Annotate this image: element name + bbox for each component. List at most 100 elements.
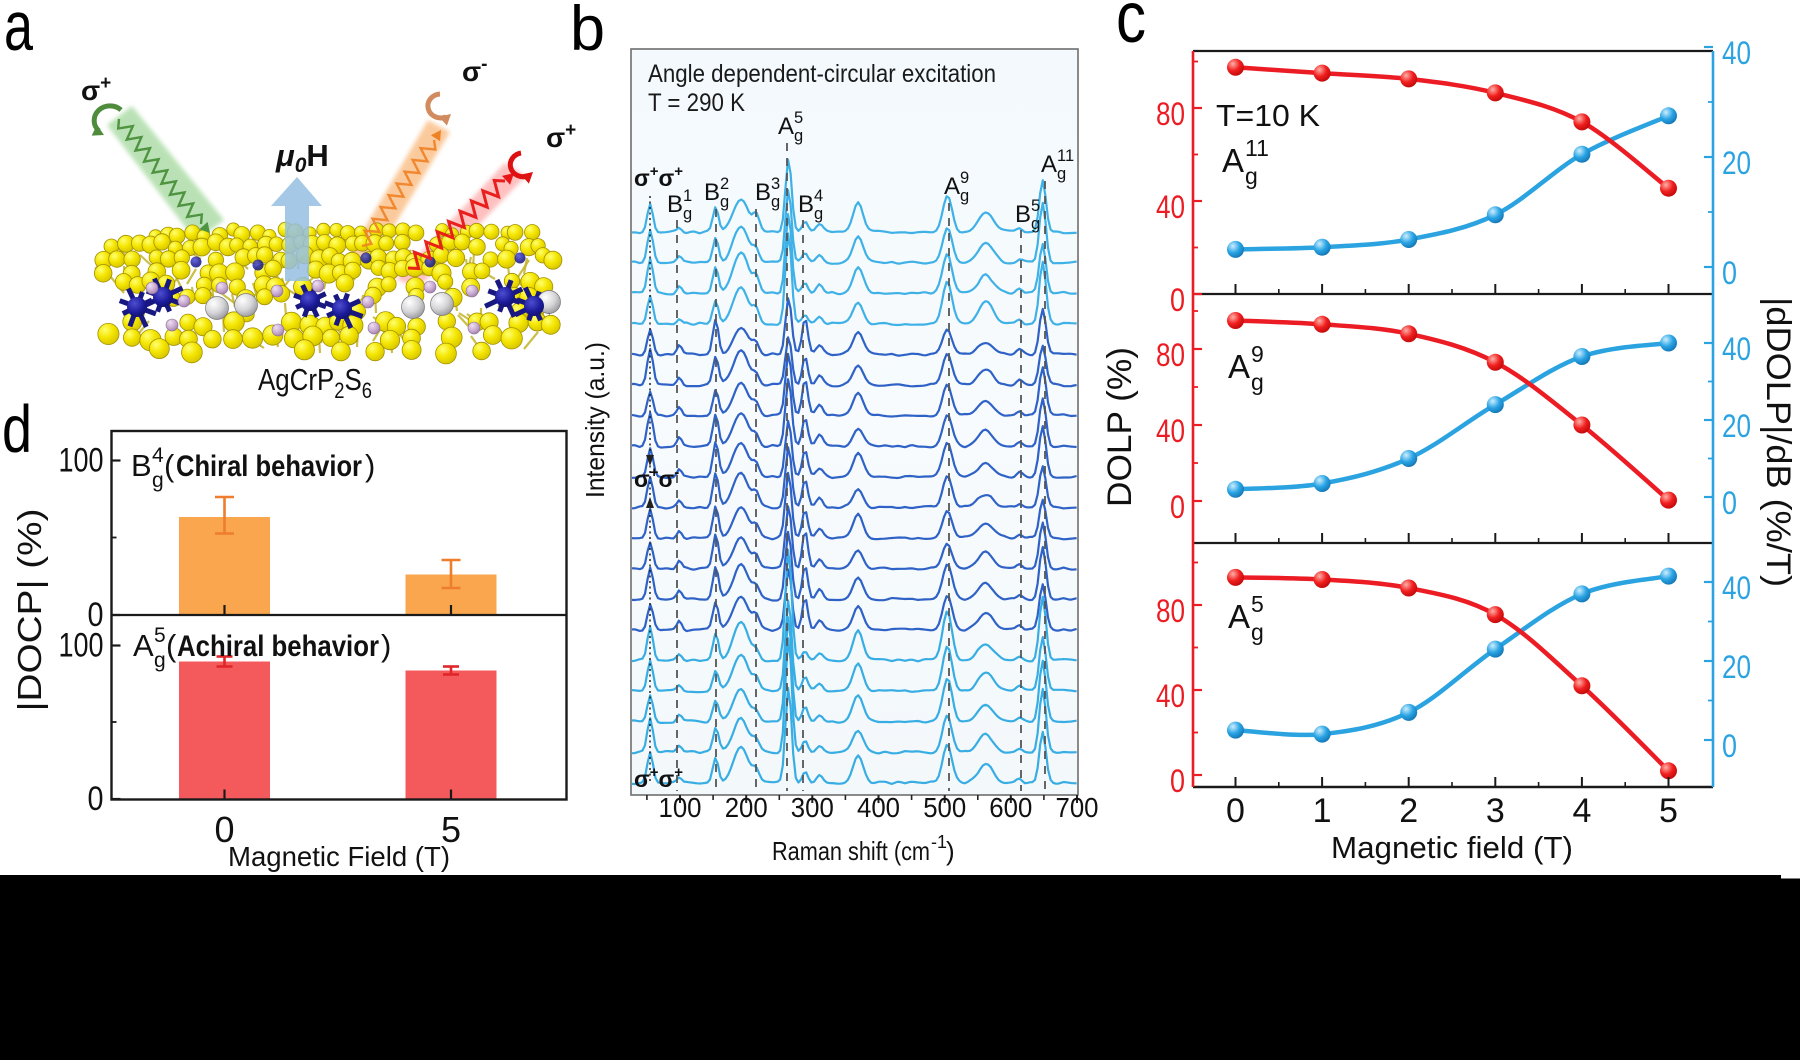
- svg-text:): ): [946, 836, 955, 866]
- svg-text:AgCrP2S6: AgCrP2S6: [258, 362, 372, 403]
- svg-text:A: A: [1222, 142, 1244, 179]
- svg-text:g: g: [794, 127, 803, 145]
- svg-text:B: B: [704, 179, 720, 206]
- svg-text:5: 5: [441, 809, 461, 850]
- svg-text:5: 5: [1251, 591, 1264, 617]
- svg-text:Chiral behavior: Chiral behavior: [176, 450, 362, 483]
- svg-text:100: 100: [59, 627, 104, 665]
- svg-text:b: b: [570, 0, 605, 64]
- svg-text:A: A: [778, 113, 794, 140]
- svg-text:A: A: [944, 173, 960, 200]
- svg-text:g: g: [1251, 619, 1264, 645]
- svg-text:|DOCP| (%): |DOCP| (%): [11, 509, 48, 712]
- svg-text:40: 40: [1156, 413, 1185, 449]
- svg-text:B: B: [798, 191, 814, 218]
- svg-text:T = 290 K: T = 290 K: [648, 89, 745, 117]
- svg-text:20: 20: [1722, 649, 1751, 685]
- svg-text:|dDOLP|/dB (%/T): |dDOLP|/dB (%/T): [1759, 297, 1797, 587]
- svg-text:4: 4: [1572, 792, 1591, 830]
- svg-text:100: 100: [659, 792, 702, 823]
- svg-text:g: g: [1057, 165, 1066, 183]
- svg-text:B: B: [131, 448, 152, 483]
- svg-text:Achiral behavior: Achiral behavior: [177, 630, 379, 663]
- svg-text:μ0H: μ0H: [275, 138, 329, 177]
- svg-text:0: 0: [88, 780, 104, 818]
- svg-text:g: g: [154, 649, 166, 672]
- svg-text:1: 1: [683, 187, 692, 205]
- svg-text:A: A: [1228, 348, 1250, 385]
- svg-text:0: 0: [1722, 255, 1737, 291]
- svg-text:Angle dependent-circular excit: Angle dependent-circular excitation: [648, 60, 996, 88]
- svg-text:B: B: [755, 179, 771, 206]
- svg-text:Magnetic Field (T): Magnetic Field (T): [228, 841, 450, 872]
- svg-text:11: 11: [1057, 147, 1074, 165]
- svg-text:): ): [365, 448, 375, 483]
- svg-text:4: 4: [152, 444, 164, 467]
- svg-text:DOLP (%): DOLP (%): [1101, 347, 1139, 507]
- svg-text:0: 0: [1722, 485, 1737, 521]
- svg-text:40: 40: [1156, 678, 1185, 714]
- svg-text:A: A: [1228, 598, 1250, 635]
- svg-text:3: 3: [1486, 792, 1505, 830]
- svg-text:): ): [381, 628, 391, 663]
- svg-text:g: g: [1245, 163, 1258, 189]
- svg-text:40: 40: [1156, 189, 1185, 225]
- svg-text:700: 700: [1056, 792, 1099, 823]
- svg-text:0: 0: [1170, 489, 1185, 525]
- svg-text:g: g: [152, 469, 164, 492]
- svg-text:d: d: [2, 392, 32, 467]
- svg-text:c: c: [1116, 0, 1146, 58]
- svg-text:g: g: [771, 193, 780, 211]
- svg-text:Magnetic field (T): Magnetic field (T): [1331, 830, 1573, 865]
- svg-text:g: g: [960, 187, 969, 205]
- svg-text:(: (: [166, 628, 177, 663]
- svg-text:a: a: [4, 0, 33, 65]
- svg-text:0: 0: [1226, 792, 1245, 830]
- svg-text:A: A: [1041, 151, 1057, 178]
- svg-text:9: 9: [1251, 341, 1264, 367]
- svg-text:4: 4: [814, 187, 823, 205]
- svg-text:0: 0: [214, 809, 234, 850]
- svg-text:9: 9: [960, 169, 969, 187]
- svg-text:Intensity (a.u.): Intensity (a.u.): [580, 342, 610, 498]
- svg-text:B: B: [667, 191, 683, 218]
- svg-text:T=10 K: T=10 K: [1216, 98, 1320, 133]
- svg-text:11: 11: [1245, 135, 1269, 161]
- svg-text:200: 200: [725, 792, 768, 823]
- svg-text:0: 0: [88, 596, 104, 634]
- svg-text:500: 500: [923, 792, 966, 823]
- svg-text:0: 0: [1170, 763, 1185, 799]
- svg-text:40: 40: [1722, 570, 1751, 606]
- svg-text:1: 1: [1313, 792, 1332, 830]
- svg-text:5: 5: [1659, 792, 1678, 830]
- svg-text:300: 300: [791, 792, 834, 823]
- svg-text:5: 5: [154, 624, 166, 647]
- svg-text:g: g: [720, 193, 729, 211]
- svg-text:40: 40: [1722, 35, 1751, 71]
- svg-text:A: A: [133, 628, 154, 663]
- svg-text:40: 40: [1722, 331, 1751, 367]
- svg-text:80: 80: [1156, 593, 1185, 629]
- svg-text:g: g: [1031, 215, 1040, 233]
- svg-text:0: 0: [1722, 728, 1737, 764]
- svg-text:B: B: [1015, 201, 1031, 228]
- svg-text:g: g: [683, 205, 692, 223]
- svg-text:3: 3: [771, 175, 780, 193]
- svg-text:80: 80: [1156, 96, 1185, 132]
- svg-text:g: g: [814, 205, 823, 223]
- svg-text:5: 5: [794, 109, 803, 127]
- svg-text:Raman shift (cm: Raman shift (cm: [772, 836, 930, 866]
- svg-text:80: 80: [1156, 337, 1185, 373]
- svg-text:20: 20: [1722, 408, 1751, 444]
- svg-text:2: 2: [720, 175, 729, 193]
- svg-text:400: 400: [857, 792, 900, 823]
- svg-text:g: g: [1251, 369, 1264, 395]
- svg-text:600: 600: [989, 792, 1032, 823]
- svg-text:5: 5: [1031, 197, 1040, 215]
- svg-text:100: 100: [59, 442, 104, 480]
- svg-text:2: 2: [1399, 792, 1418, 830]
- svg-text:-1: -1: [931, 832, 947, 852]
- svg-text:(: (: [164, 448, 175, 483]
- svg-text:20: 20: [1722, 145, 1751, 181]
- svg-text:0: 0: [1170, 282, 1185, 318]
